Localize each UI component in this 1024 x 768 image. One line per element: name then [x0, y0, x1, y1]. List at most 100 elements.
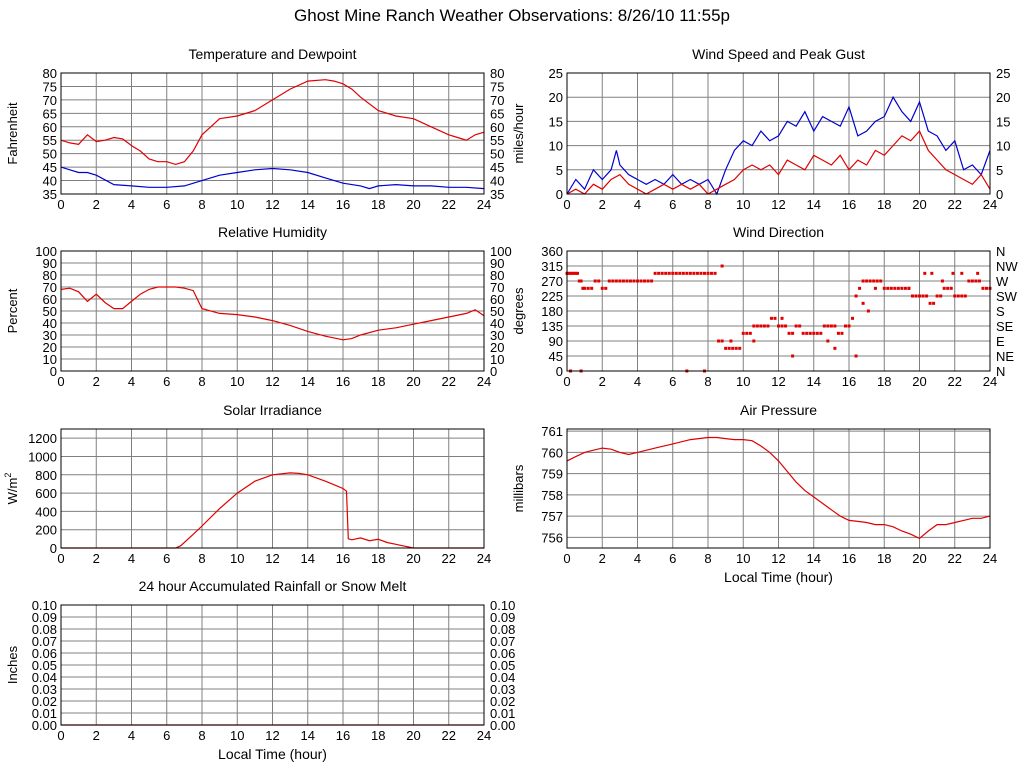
data-point — [791, 354, 795, 358]
y-tick-label-right: 35 — [490, 187, 504, 202]
x-tick-label: 6 — [163, 551, 170, 566]
data-point — [858, 286, 862, 290]
data-point — [847, 324, 851, 328]
y-tick-label: 90 — [43, 256, 57, 271]
y-tick-label-right: 25 — [996, 66, 1010, 81]
chart-title: Wind Direction — [733, 224, 824, 240]
x-tick-label: 16 — [336, 728, 350, 743]
y-tick-label: 800 — [35, 468, 57, 483]
data-point — [805, 331, 809, 335]
y-tick-label: 5 — [556, 163, 563, 178]
plot-frame — [60, 72, 485, 195]
x-tick-label: 20 — [912, 551, 926, 566]
data-point — [822, 324, 826, 328]
x-tick-label: 12 — [265, 374, 279, 389]
y-tick-label: 0 — [50, 364, 57, 379]
y-tick-label: 15 — [549, 114, 563, 129]
chart-title: Temperature and Dewpoint — [188, 46, 356, 62]
data-point — [653, 271, 657, 275]
y-tick-label: 65 — [43, 106, 57, 121]
x-tick-label: 10 — [736, 551, 750, 566]
y-tick-label: 758 — [541, 488, 563, 503]
y-tick-label-right: 15 — [996, 114, 1010, 129]
data-point — [928, 301, 932, 305]
x-tick-label: 2 — [599, 374, 606, 389]
x-tick-label: 0 — [563, 197, 570, 212]
data-point — [593, 279, 597, 283]
data-point — [710, 271, 714, 275]
x-tick-label: 16 — [336, 197, 350, 212]
y-tick-label-right: 75 — [490, 79, 504, 94]
y-tick-label: 315 — [541, 259, 563, 274]
data-point — [745, 331, 749, 335]
data-point — [939, 294, 943, 298]
data-point — [604, 286, 608, 290]
series-line-0 — [566, 436, 991, 540]
data-point — [836, 331, 840, 335]
data-point — [932, 301, 936, 305]
x-tick-label: 10 — [230, 551, 244, 566]
data-point — [643, 279, 647, 283]
data-point — [706, 271, 710, 275]
x-tick-label: 22 — [948, 551, 962, 566]
data-point — [900, 286, 904, 290]
data-point — [692, 271, 696, 275]
data-point — [734, 346, 738, 350]
data-point — [621, 279, 625, 283]
data-point — [984, 286, 988, 290]
y-tick-label-right: 80 — [490, 66, 504, 81]
y-tick-label: 0.04 — [32, 670, 57, 685]
x-tick-label: 18 — [877, 197, 891, 212]
y-axis-label: Percent — [5, 288, 20, 333]
y-tick-label: 0 — [50, 541, 57, 556]
y-tick-label: 50 — [43, 304, 57, 319]
x-tick-label: 4 — [128, 197, 135, 212]
data-point — [956, 294, 960, 298]
direction-label: W — [996, 274, 1009, 289]
data-point — [777, 324, 780, 328]
y-tick-label: 756 — [541, 530, 563, 545]
y-tick-label: 70 — [43, 280, 57, 295]
data-point — [791, 331, 795, 335]
data-point — [583, 286, 587, 290]
series-line-0 — [60, 79, 485, 166]
data-point — [667, 271, 671, 275]
data-point — [577, 279, 581, 283]
data-point — [678, 271, 682, 275]
data-point — [752, 324, 756, 328]
y-tick-label: 0.05 — [32, 658, 57, 673]
x-tick-label: 4 — [634, 197, 641, 212]
data-point — [953, 294, 957, 298]
y-tick-label: 20 — [43, 340, 57, 355]
data-point — [681, 271, 685, 275]
y-axis-label-text: degrees — [511, 287, 526, 334]
y-tick-label: 757 — [541, 509, 563, 524]
y-tick-label: 0 — [556, 364, 563, 379]
data-point — [970, 279, 974, 283]
data-point — [840, 331, 844, 335]
data-point — [868, 279, 872, 283]
y-tick-label: 50 — [43, 147, 57, 162]
data-point — [780, 316, 784, 320]
x-tick-label: 6 — [669, 374, 676, 389]
y-tick-label: 761 — [541, 424, 563, 439]
x-tick-label: 22 — [442, 374, 456, 389]
data-point — [865, 279, 869, 283]
y-tick-label-right: 65 — [490, 106, 504, 121]
chart-title: 24 hour Accumulated Rainfall or Snow Mel… — [139, 578, 407, 594]
x-tick-label: 2 — [93, 374, 100, 389]
data-point — [625, 279, 629, 283]
data-point — [759, 324, 763, 328]
y-tick-label: 0.01 — [32, 706, 57, 721]
data-point — [882, 286, 886, 290]
y-axis-label: W/m2 — [3, 473, 20, 505]
data-point — [826, 339, 830, 343]
data-point — [910, 294, 914, 298]
y-tick-label-right: 0.00 — [490, 718, 515, 733]
data-point — [963, 294, 967, 298]
y-tick-label-right: 0 — [490, 364, 497, 379]
data-point — [872, 279, 876, 283]
data-point — [574, 271, 578, 275]
